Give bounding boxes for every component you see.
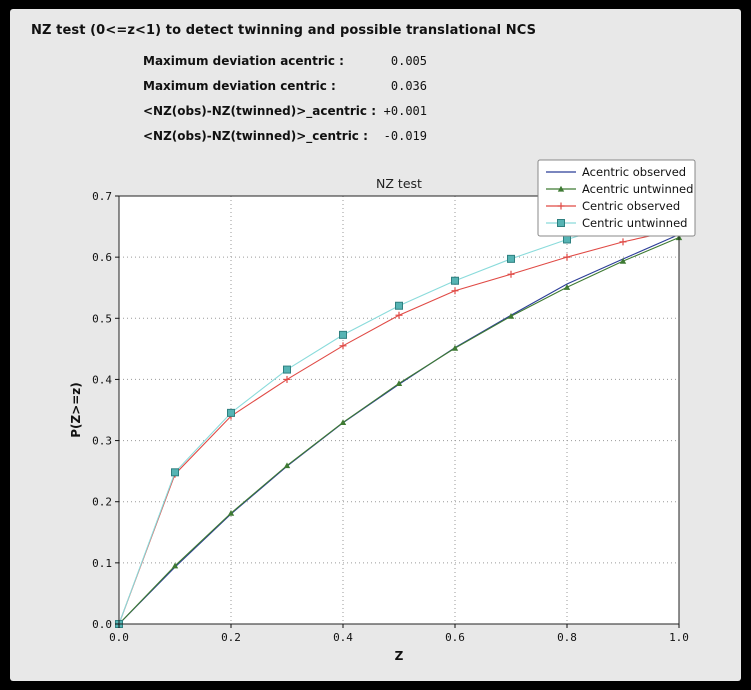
stat-row: <NZ(obs)-NZ(twinned)>_centric : -0.019 — [143, 123, 741, 148]
legend-entry-centric-untwinned: Centric untwinned — [582, 216, 687, 230]
stat-label: Maximum deviation acentric : — [143, 53, 344, 68]
stat-label: <NZ(obs)-NZ(twinned)>_centric : — [143, 128, 368, 143]
x-tick-label: 1.0 — [669, 631, 689, 644]
y-axis-label: P(Z>=z) — [69, 382, 83, 438]
legend-box — [537, 159, 696, 237]
y-tick-label: 0.2 — [92, 496, 112, 509]
stat-value: -0.019 — [383, 128, 427, 143]
x-tick-label: 0.8 — [557, 631, 577, 644]
y-tick-label: 0.5 — [92, 312, 112, 325]
stat-label: <NZ(obs)-NZ(twinned)>_acentric : — [143, 103, 376, 118]
legend-entry-acentric-untwinned: Acentric untwinned — [582, 182, 693, 196]
chart-title: NZ test — [376, 176, 422, 191]
stat-row: Maximum deviation centric : 0.036 — [143, 73, 741, 98]
x-axis-label: Z — [395, 649, 404, 663]
stat-row: Maximum deviation acentric : 0.005 — [143, 48, 741, 73]
y-tick-label: 0.6 — [92, 251, 112, 264]
stat-value: 0.005 — [390, 53, 427, 68]
legend: Acentric observed Acentric untwinned Centr… — [537, 159, 696, 237]
x-tick-label: 0.2 — [221, 631, 241, 644]
y-tick-label: 0.7 — [92, 190, 112, 203]
plot-border — [118, 195, 680, 625]
y-tick-label: 0.0 — [92, 618, 112, 631]
page-title: NZ test (0<=z<1) to detect twinning and … — [31, 23, 537, 38]
y-tick-label: 0.4 — [92, 373, 112, 386]
series-acentric-untwinned — [115, 234, 683, 627]
legend-entry-centric-observed: Centric observed — [582, 199, 680, 213]
legend-entry-acentric-observed: Acentric observed — [582, 165, 686, 179]
stat-value: +0.001 — [383, 103, 427, 118]
axes: 0.0 0.2 0.4 0.6 0.8 1.0 0.0 0.1 0.2 0.3 0.4 0.5 0.6 0… — [92, 190, 689, 644]
x-tick-label: 0.0 — [109, 631, 129, 644]
stat-label: Maximum deviation centric : — [143, 78, 336, 93]
y-tick-label: 0.1 — [92, 557, 112, 570]
nz-chart-svg: 0.0 0.2 0.4 0.6 0.8 1.0 0.0 0.1 0.2 0.3 0.4 0.5 0.6 0… — [69, 159, 696, 663]
plot-area — [119, 196, 679, 624]
stat-value: 0.036 — [390, 78, 427, 93]
stat-row: <NZ(obs)-NZ(twinned)>_acentric : +0.001 — [143, 98, 741, 123]
y-tick-label: 0.3 — [92, 435, 112, 448]
x-tick-label: 0.4 — [333, 631, 353, 644]
stats-block: Maximum deviation acentric : 0.005 Maxim… — [143, 48, 741, 148]
plot-panel: NZ test (0<=z<1) to detect twinning and … — [10, 9, 741, 681]
nz-test-chart: 0.0 0.2 0.4 0.6 0.8 1.0 0.0 0.1 0.2 0.3 0.4 0.5 0.6 0… — [66, 150, 741, 670]
x-tick-label: 0.6 — [445, 631, 465, 644]
